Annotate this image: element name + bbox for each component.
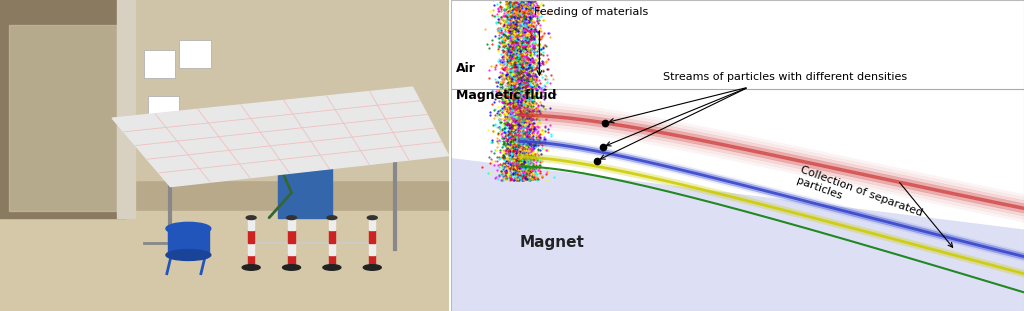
Bar bbox=[9, 25, 117, 211]
Bar bbox=[289, 243, 295, 255]
Bar bbox=[289, 230, 295, 243]
Bar bbox=[369, 255, 376, 267]
Bar bbox=[0, 211, 449, 311]
Bar bbox=[9, 25, 117, 211]
Bar bbox=[279, 149, 332, 162]
Bar bbox=[148, 96, 179, 124]
Text: Magnetic fluid: Magnetic fluid bbox=[457, 89, 557, 102]
Bar bbox=[248, 230, 254, 243]
Ellipse shape bbox=[364, 265, 381, 270]
Ellipse shape bbox=[323, 265, 341, 270]
Bar bbox=[117, 0, 134, 218]
Ellipse shape bbox=[166, 222, 211, 235]
Bar bbox=[279, 156, 332, 218]
Bar bbox=[289, 218, 295, 230]
Text: Collection of separated
particles: Collection of separated particles bbox=[795, 165, 924, 229]
Bar bbox=[143, 50, 175, 78]
Bar bbox=[369, 230, 376, 243]
Bar bbox=[329, 255, 335, 267]
Ellipse shape bbox=[246, 216, 256, 220]
Text: Streams of particles with different densities: Streams of particles with different dens… bbox=[663, 72, 907, 82]
Bar bbox=[248, 243, 254, 255]
Bar bbox=[329, 230, 335, 243]
Bar bbox=[0, 118, 449, 311]
Polygon shape bbox=[451, 159, 1024, 311]
Bar bbox=[0, 0, 126, 218]
Ellipse shape bbox=[287, 216, 297, 220]
Text: Feeding of materials: Feeding of materials bbox=[534, 7, 648, 17]
Bar bbox=[168, 227, 209, 255]
Ellipse shape bbox=[166, 249, 211, 261]
Bar bbox=[134, 0, 449, 180]
Bar bbox=[0, 0, 449, 118]
Bar bbox=[329, 218, 335, 230]
Ellipse shape bbox=[368, 216, 377, 220]
Ellipse shape bbox=[283, 265, 300, 270]
Bar bbox=[329, 243, 335, 255]
Text: Air: Air bbox=[457, 62, 476, 75]
Bar bbox=[248, 255, 254, 267]
Ellipse shape bbox=[327, 216, 337, 220]
Bar bbox=[369, 243, 376, 255]
Ellipse shape bbox=[243, 265, 260, 270]
Bar bbox=[179, 40, 211, 68]
Bar bbox=[248, 218, 254, 230]
Polygon shape bbox=[113, 87, 449, 187]
Bar bbox=[289, 255, 295, 267]
Bar bbox=[369, 218, 376, 230]
Text: Magnet: Magnet bbox=[519, 235, 585, 250]
